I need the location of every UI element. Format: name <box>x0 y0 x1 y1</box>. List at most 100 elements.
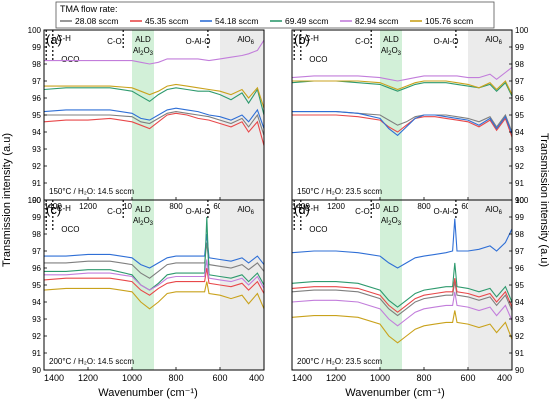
y-tick-label: 94 <box>32 298 41 307</box>
series-line <box>291 66 513 82</box>
band-label-al2o3: Al2O3 <box>133 216 154 227</box>
y-tick-label: 93 <box>32 315 41 324</box>
y-tick-label: 94 <box>515 128 524 137</box>
band-label-alo6: AlO6 <box>485 205 502 216</box>
legend-label: 28.08 sccm <box>75 16 118 26</box>
y-tick-label: 100 <box>515 26 529 35</box>
series-line <box>291 218 513 269</box>
annotation-oco: OCO <box>61 225 79 234</box>
annotation-oco: OCO <box>309 55 327 64</box>
y-tick-label: 92 <box>32 162 41 171</box>
y-tick-label: 93 <box>515 315 524 324</box>
y-axis-label-left: Transmission intensity (a.u) <box>1 133 13 267</box>
x-tick-label: 1400 <box>44 202 62 211</box>
band-ald <box>132 200 154 370</box>
series-line <box>44 233 265 269</box>
annotation-oalo: O-Al-O <box>434 37 459 46</box>
y-tick-label: 90 <box>32 366 41 375</box>
y-tick-label: 94 <box>515 298 524 307</box>
band-label-alo6: AlO6 <box>485 35 502 46</box>
y-tick-label: 100 <box>28 196 42 205</box>
series-line <box>291 281 513 317</box>
band-ald <box>380 200 402 370</box>
y-tick-label: 95 <box>32 281 41 290</box>
legend-box <box>55 1 495 29</box>
panel-label: (c) <box>46 202 61 217</box>
y-tick-label: 99 <box>515 213 524 222</box>
series-line <box>291 310 513 344</box>
x-tick-label: 800 <box>168 373 183 383</box>
x-tick-label: 800 <box>169 202 183 211</box>
annotation-oalo: O-Al-O <box>186 207 211 216</box>
x-tick-label: 1400 <box>292 373 312 383</box>
y-tick-label: 97 <box>515 77 524 86</box>
series-line <box>44 216 265 291</box>
series-line <box>44 111 265 136</box>
annotation-ch: C-H <box>305 34 319 43</box>
y-tick-label: 95 <box>515 281 524 290</box>
y-tick-label: 98 <box>32 60 41 69</box>
band-alo6 <box>220 200 264 370</box>
band-ald <box>132 30 154 200</box>
y-tick-label: 90 <box>32 196 41 205</box>
x-tick-label: 400 <box>497 373 512 383</box>
band-ald <box>380 30 402 200</box>
y-tick-label: 97 <box>32 247 41 256</box>
y-tick-label: 99 <box>32 213 41 222</box>
y-tick-label: 92 <box>32 332 41 341</box>
series-line <box>43 281 265 310</box>
y-tick-label: 96 <box>515 94 524 103</box>
y-tick-label: 95 <box>515 111 524 120</box>
panel-d: ALD Al2O3 AlO6 C-H OCO C-O O-Al-O 90 91 92 93 94 95 9… <box>291 196 529 383</box>
y-tick-label: 92 <box>515 332 524 341</box>
y-tick-label: 91 <box>32 349 41 358</box>
panel-condition: 150°C / H₂O: 23.5 sccm <box>297 187 382 196</box>
x-tick-label: 1200 <box>327 202 345 211</box>
annotation-oco: OCO <box>61 55 79 64</box>
panel-label: (d) <box>294 202 310 217</box>
y-tick-label: 96 <box>515 264 524 273</box>
panel-a: ALD Al2O3 AlO6 C-H OCO C-O O-Al-O 90 91 92 93 94 95 9… <box>28 26 265 211</box>
series-line <box>292 111 513 137</box>
x-tick-label: 1200 <box>326 373 346 383</box>
series-line <box>291 291 513 327</box>
y-tick-label: 96 <box>32 264 41 273</box>
annotation-ch: C-H <box>57 204 71 213</box>
legend-label: 45.35 sccm <box>145 16 188 26</box>
y-tick-label: 97 <box>515 247 524 256</box>
panel-condition: 200°C / H₂O: 14.5 sccm <box>49 357 134 366</box>
annotation-co: C-O <box>355 37 370 46</box>
annotation-oalo: O-Al-O <box>186 37 211 46</box>
legend-label: 69.49 sccm <box>285 16 328 26</box>
x-axis-label-left: Wavenumber (cm⁻¹) <box>98 387 198 399</box>
series-line <box>292 114 513 138</box>
y-tick-label: 90 <box>515 366 524 375</box>
legend-label: 54.18 sccm <box>215 16 258 26</box>
panel-condition: 150°C / H₂O: 14.5 sccm <box>49 187 134 196</box>
y-tick-label: 90 <box>515 196 524 205</box>
y-tick-label: 100 <box>28 26 42 35</box>
series-line <box>44 242 265 279</box>
band-alo6 <box>468 30 512 200</box>
y-tick-label: 91 <box>515 349 524 358</box>
band-label-alo6: AlO6 <box>237 35 254 46</box>
band-alo6 <box>468 200 512 370</box>
y-tick-label: 93 <box>32 145 41 154</box>
band-label-ald: ALD <box>383 35 399 44</box>
y-tick-label: 97 <box>32 77 41 86</box>
legend-label: 82.94 sccm <box>355 16 398 26</box>
legend-label: 105.76 sccm <box>425 16 473 26</box>
series-line <box>292 80 513 95</box>
x-tick-label: 800 <box>416 373 431 383</box>
y-tick-label: 93 <box>515 145 524 154</box>
band-label-ald: ALD <box>383 205 399 214</box>
y-tick-label: 98 <box>32 230 41 239</box>
legend-title: TMA flow rate: <box>60 4 118 14</box>
series-line <box>291 278 513 313</box>
panel-b: ALD Al2O3 AlO6 C-H OCO C-O O-Al-O 90 91 92 93 94 95 9… <box>291 26 529 211</box>
x-tick-label: 1200 <box>78 373 98 383</box>
series-line <box>44 83 265 109</box>
y-tick-label: 98 <box>515 230 524 239</box>
annotation-ch: C-H <box>305 204 319 213</box>
band-label-al2o3: Al2O3 <box>381 216 402 227</box>
